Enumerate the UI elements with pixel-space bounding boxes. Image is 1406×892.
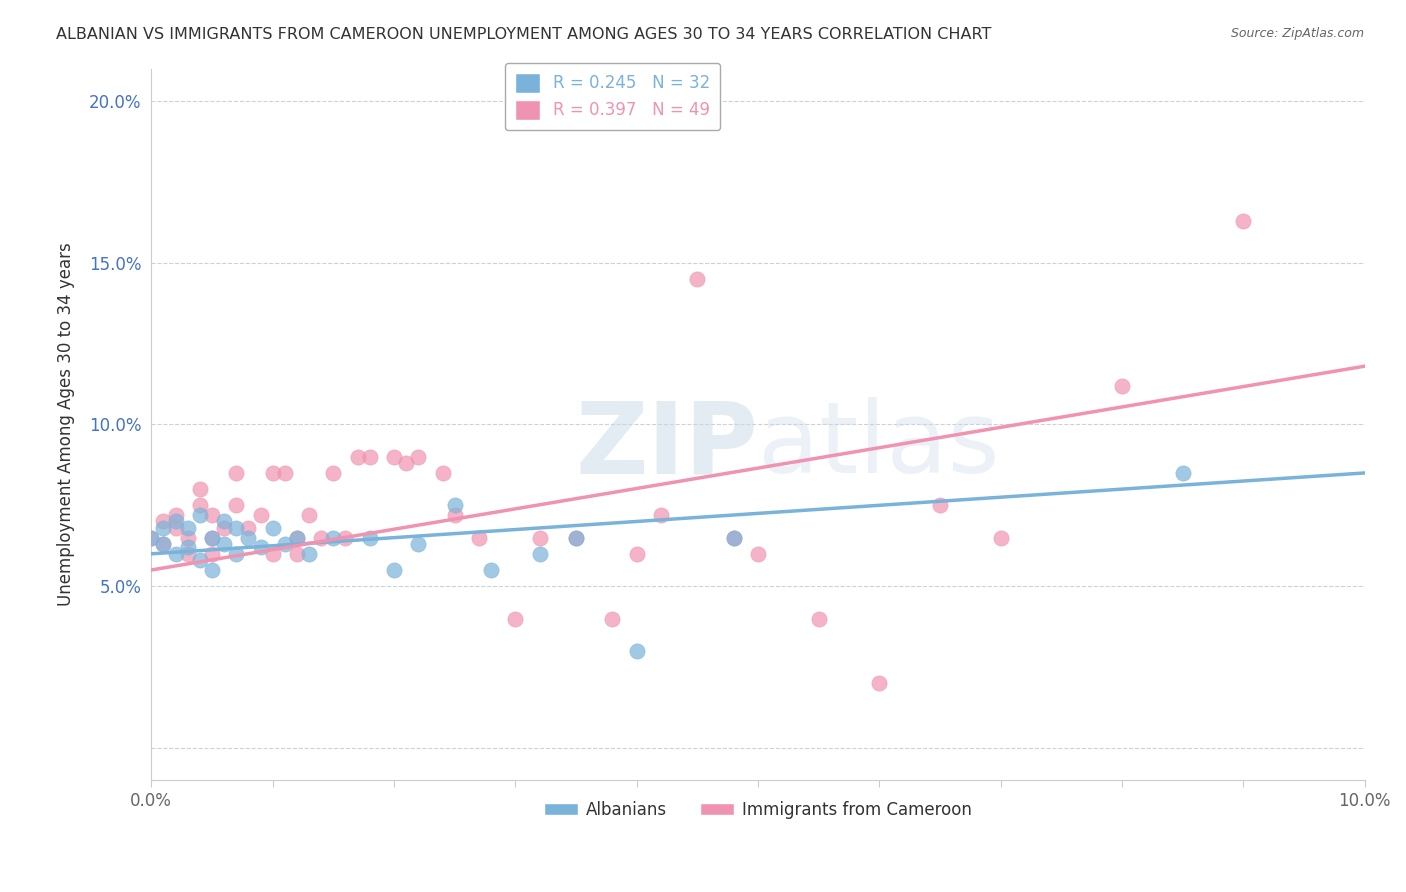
Point [262,466,284,480]
Point [298,547,321,561]
Point [152,537,174,551]
Legend: Albanians, Immigrants from Cameroon: Albanians, Immigrants from Cameroon [537,794,979,825]
Point [274,466,297,480]
Point [225,547,247,561]
Point [201,531,224,545]
Point [406,537,429,551]
Point [468,531,491,545]
Point [152,537,174,551]
Point [249,541,271,555]
Point [225,521,247,535]
Point [285,531,308,545]
Point [432,466,454,480]
Point [212,537,235,551]
Point [176,541,198,555]
Point [322,466,344,480]
Point [188,482,211,496]
Point [238,531,260,545]
Point [238,521,260,535]
Point [201,563,224,577]
Point [225,498,247,512]
Point [201,531,224,545]
Point [201,547,224,561]
Point [479,563,502,577]
Point [176,531,198,545]
Point [262,547,284,561]
Point [626,644,648,658]
Point [141,531,163,545]
Point [188,553,211,567]
Point [309,531,332,545]
Y-axis label: Unemployment Among Ages 30 to 34 years: Unemployment Among Ages 30 to 34 years [58,243,75,607]
Point [395,456,418,470]
Point [152,521,174,535]
Point [359,450,381,464]
Point [723,531,745,545]
Point [165,521,187,535]
Point [285,531,308,545]
Point [723,531,745,545]
Point [807,611,830,625]
Point [382,563,405,577]
Point [188,508,211,522]
Point [990,531,1012,545]
Point [443,508,465,522]
Point [165,508,187,522]
Point [346,450,368,464]
Point [626,547,648,561]
Point [165,515,187,529]
Text: ALBANIAN VS IMMIGRANTS FROM CAMEROON UNEMPLOYMENT AMONG AGES 30 TO 34 YEARS CORR: ALBANIAN VS IMMIGRANTS FROM CAMEROON UNE… [56,27,991,42]
Point [529,531,551,545]
Point [152,515,174,529]
Point [274,537,297,551]
Text: atlas: atlas [758,397,1000,494]
Point [298,508,321,522]
Point [382,450,405,464]
Point [225,466,247,480]
Point [529,547,551,561]
Point [650,508,672,522]
Point [929,498,952,512]
Point [747,547,769,561]
Point [188,498,211,512]
Point [335,531,357,545]
Point [1171,466,1194,480]
Point [1232,213,1254,227]
Point [1111,378,1133,392]
Point [406,450,429,464]
Point [565,531,588,545]
Point [249,508,271,522]
Point [201,508,224,522]
Point [565,531,588,545]
Point [165,547,187,561]
Point [176,521,198,535]
Point [602,611,624,625]
Text: ZIP: ZIP [575,397,758,494]
Point [285,547,308,561]
Point [212,515,235,529]
Point [505,611,527,625]
Point [262,521,284,535]
Point [176,547,198,561]
Point [868,676,890,690]
Text: Source: ZipAtlas.com: Source: ZipAtlas.com [1230,27,1364,40]
Point [322,531,344,545]
Point [686,272,709,286]
Point [443,498,465,512]
Point [212,521,235,535]
Point [359,531,381,545]
Point [141,531,163,545]
